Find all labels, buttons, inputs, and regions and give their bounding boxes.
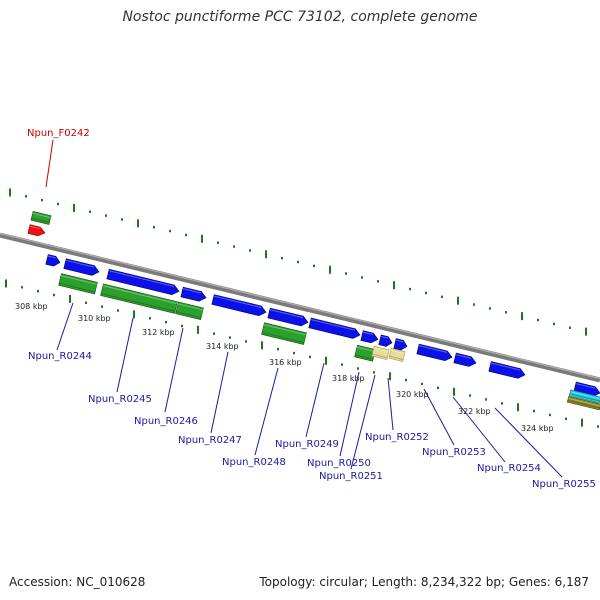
gene-npun-r0248[interactable] [261,322,307,345]
leader-npun-f0242 [45,139,54,188]
leader-layer [45,139,563,478]
scale-label-316: 316 kbp [269,358,302,367]
leader-npun-r0253 [423,388,455,446]
leader-npun-r0250 [339,371,360,457]
cds-npun-r0254[interactable] [453,352,477,368]
cds-npun-r0253[interactable] [416,343,453,362]
feature-npun-r0255-cyan[interactable] [568,389,600,404]
cds-npun-r0252[interactable] [393,338,408,352]
cds-npun-r0255a[interactable] [488,361,526,380]
leader-npun-r0247 [210,351,229,434]
scale-label-310: 310 kbp [78,314,111,323]
gene-label-npun-r0254[interactable]: Npun_R0254 [477,463,541,474]
gene-npun-f0242-green[interactable] [30,210,52,225]
gene-label-npun-r0252[interactable]: Npun_R0252 [365,432,429,443]
cds-npun-r0245b[interactable] [106,268,180,296]
leader-npun-r0244 [56,302,74,351]
feature-layer [27,210,600,411]
scale-label-320: 320 kbp [396,390,429,399]
cds-npun-f0242-arrow[interactable] [27,224,46,238]
feature-npun-r0255-olive[interactable] [566,395,600,411]
feature-npun-r0252[interactable] [388,348,406,362]
scale-label-314: 314 kbp [206,342,239,351]
cds-npun-r0250[interactable] [360,330,379,345]
cds-npun-r0246[interactable] [180,286,207,303]
gene-label-npun-r0245[interactable]: Npun_R0245 [88,394,152,405]
leader-npun-r0252 [387,377,394,431]
leader-npun-r0255 [494,407,563,478]
leader-npun-r0249 [305,362,325,438]
leader-npun-r0248 [254,367,279,456]
gene-label-npun-r0249[interactable]: Npun_R0249 [275,439,339,450]
cds-npun-r0245a[interactable] [63,258,100,277]
scale-label-322: 322 kbp [458,407,491,416]
leader-npun-r0251 [350,374,376,470]
gene-label-npun-r0255[interactable]: Npun_R0255 [532,479,596,490]
scale-label-312: 312 kbp [142,328,175,337]
map-title: Nostoc punctiforme PCC 73102, complete g… [122,9,478,25]
scale-label-308: 308 kbp [15,302,48,311]
cds-npun-r0244[interactable] [45,254,61,267]
leader-npun-r0254 [452,396,506,463]
gene-npun-r0244[interactable] [58,273,98,295]
gene-label-npun-r0251[interactable]: Npun_R0251 [319,471,383,482]
leader-npun-r0246 [164,327,184,413]
tick-layer [5,188,599,428]
cds-npun-r0247[interactable] [211,294,267,318]
gene-label-npun-r0246[interactable]: Npun_R0246 [134,416,198,427]
gene-label-npun-f0242[interactable]: Npun_F0242 [27,128,90,139]
genome-backbone-highlight [0,232,600,380]
accession-text: Accession: NC_010628 [9,575,146,589]
gene-label-npun-r0244[interactable]: Npun_R0244 [28,351,92,362]
genome-info-text: Topology: circular; Length: 8,234,322 bp… [259,575,589,589]
genome-backbone [0,232,600,383]
gene-label-npun-r0250[interactable]: Npun_R0250 [307,458,371,469]
gene-npun-r0246[interactable] [175,301,204,321]
scale-label-324: 324 kbp [521,424,554,433]
gene-npun-r0250[interactable] [354,344,376,362]
gene-label-npun-r0247[interactable]: Npun_R0247 [178,435,242,446]
gene-label-npun-r0248[interactable]: Npun_R0248 [222,457,286,468]
cds-npun-r0251[interactable] [378,334,393,348]
cds-npun-r0248[interactable] [267,307,309,327]
cds-npun-r0249[interactable] [308,317,361,340]
scale-label-318: 318 kbp [332,374,365,383]
gene-label-npun-r0253[interactable]: Npun_R0253 [422,447,486,458]
gene-npun-r0245[interactable] [100,283,178,314]
leader-npun-r0245 [116,317,134,393]
feature-npun-r0251[interactable] [371,345,390,360]
